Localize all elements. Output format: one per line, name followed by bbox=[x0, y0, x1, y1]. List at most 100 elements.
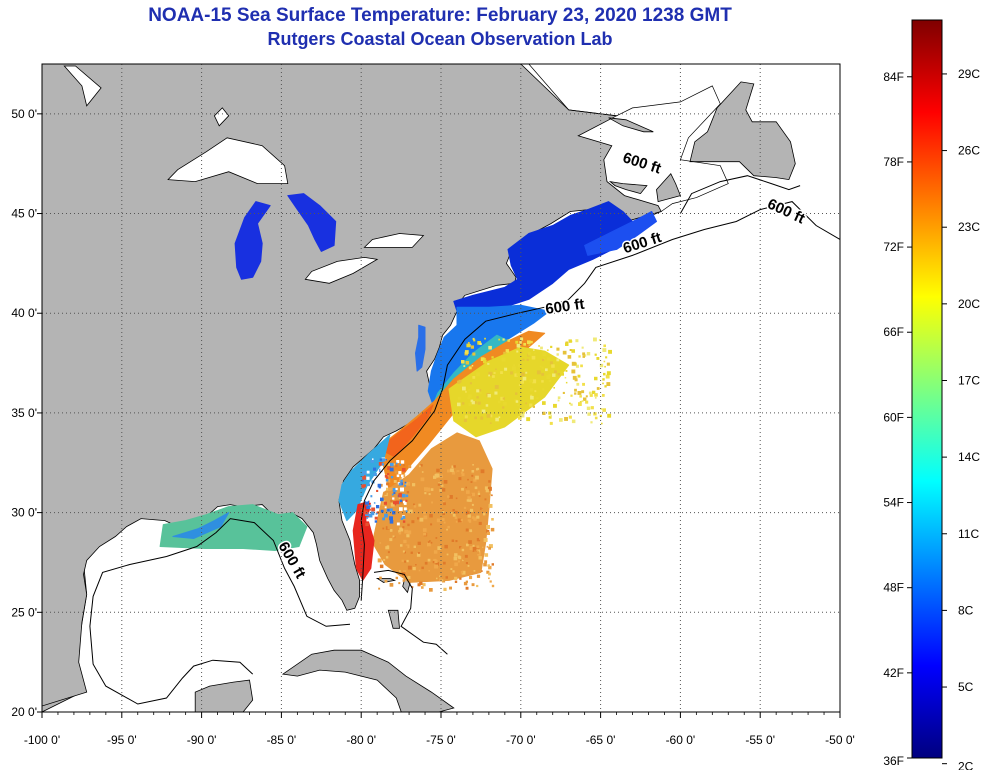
sst-pixel bbox=[603, 344, 606, 348]
axes-layer: -100 0' -95 0' -90 0' -85 0' -80 0' -75 0' -70… bbox=[11, 107, 854, 747]
sst-speckle-layer bbox=[361, 337, 612, 592]
sst-pixel bbox=[553, 403, 557, 408]
sst-pixel bbox=[404, 522, 407, 526]
sst-pixel bbox=[473, 570, 476, 572]
sst-pixel bbox=[406, 491, 410, 494]
sst-pixel bbox=[468, 540, 472, 544]
sst-pixel bbox=[472, 550, 475, 552]
sst-pixel bbox=[389, 520, 394, 524]
sst-pixel bbox=[381, 502, 386, 507]
sst-pixel bbox=[572, 375, 577, 380]
sst-pixel bbox=[491, 563, 494, 566]
sst-pixel bbox=[467, 514, 471, 518]
sst-pixel bbox=[498, 416, 501, 419]
sst-pixel bbox=[371, 507, 376, 512]
sst-pixel bbox=[460, 571, 464, 574]
sst-pixel bbox=[364, 510, 368, 515]
sst-pixel bbox=[468, 402, 472, 406]
sst-pixel bbox=[465, 486, 467, 489]
sst-pixel bbox=[486, 529, 490, 533]
sst-pixel bbox=[389, 467, 394, 472]
sst-pixel bbox=[473, 339, 476, 342]
sst-pixel bbox=[405, 510, 408, 513]
sst-pixel bbox=[588, 391, 592, 395]
sst-pixel bbox=[390, 499, 393, 503]
sst-pixel bbox=[452, 570, 455, 573]
sst-pixel bbox=[514, 373, 518, 377]
map-subtitle: Rutgers Coastal Ocean Observation Lab bbox=[267, 29, 613, 49]
sst-pixel bbox=[419, 517, 424, 522]
sst-pixel bbox=[429, 588, 433, 592]
sst-pixel bbox=[461, 548, 465, 552]
sst-pixel bbox=[436, 518, 441, 523]
sst-pixel bbox=[421, 488, 424, 491]
sst-pixel bbox=[605, 356, 608, 359]
sst-pixel bbox=[377, 558, 382, 563]
sst-pixel bbox=[495, 417, 499, 422]
sst-pixel bbox=[519, 411, 522, 415]
sst-pixel bbox=[365, 499, 368, 502]
sst-pixel bbox=[602, 382, 604, 385]
sst-pixel bbox=[469, 546, 474, 551]
sst-pixel bbox=[480, 547, 484, 552]
sst-pixel bbox=[421, 471, 424, 473]
colorbar-labels: 36F 42F 48F 54F 60F 66F 72F 78F 84F 2C 5C 8C 11C 14C 1… bbox=[883, 67, 980, 770]
sst-pixel bbox=[575, 364, 579, 368]
sst-gulf-stream-orange bbox=[378, 330, 546, 494]
sst-pixel bbox=[361, 479, 364, 482]
sst-pixel bbox=[432, 561, 435, 564]
lat-tick-label: 35 0' bbox=[11, 406, 37, 420]
sst-pixel bbox=[542, 388, 545, 391]
sst-pixel bbox=[447, 469, 450, 473]
sst-pixel bbox=[571, 349, 575, 353]
sst-pixel bbox=[472, 376, 476, 379]
sst-pixel bbox=[541, 380, 544, 383]
sst-pixel bbox=[515, 340, 519, 344]
sst-pixel bbox=[486, 545, 489, 548]
sst-pixel bbox=[480, 357, 485, 361]
sst-pixel bbox=[459, 546, 462, 549]
sst-pixel bbox=[425, 520, 429, 524]
sst-pixel bbox=[456, 470, 460, 474]
sst-pixel bbox=[498, 400, 501, 404]
sst-pixel bbox=[606, 371, 611, 376]
sst-pixel bbox=[373, 467, 377, 471]
sst-pixel bbox=[452, 513, 456, 517]
sst-pixel bbox=[594, 393, 598, 397]
sst-pixel bbox=[413, 545, 416, 548]
sst-pixel bbox=[387, 473, 390, 476]
sst-pixel bbox=[476, 584, 479, 588]
sst-pixel bbox=[479, 531, 484, 536]
sst-pixel bbox=[373, 473, 377, 477]
sst-pixel bbox=[376, 505, 380, 509]
sst-pixel bbox=[390, 462, 394, 467]
sst-pixel bbox=[453, 536, 456, 539]
colorbar-f-label: 54F bbox=[883, 496, 904, 510]
colorbar-f-label: 42F bbox=[883, 666, 904, 680]
colorbar-c-label: 23C bbox=[958, 220, 980, 234]
sst-pixel bbox=[520, 413, 525, 418]
sst-pixel bbox=[570, 403, 573, 406]
sst-pixel bbox=[461, 360, 465, 364]
sst-pixel bbox=[487, 360, 490, 364]
isobath-laurentian bbox=[679, 175, 801, 214]
sst-pixel bbox=[473, 401, 477, 404]
sst-pixel bbox=[415, 564, 417, 566]
sst-pixel bbox=[407, 530, 412, 535]
sst-pixel bbox=[457, 555, 461, 559]
sst-pixel bbox=[500, 396, 504, 401]
sst-pixel bbox=[525, 371, 528, 374]
sst-pixel bbox=[403, 502, 407, 505]
lake-ontario bbox=[363, 233, 425, 248]
sst-pixel bbox=[598, 339, 601, 341]
sst-pixel bbox=[472, 546, 477, 551]
sst-pixel bbox=[391, 493, 394, 496]
sst-pixel bbox=[427, 558, 431, 562]
sst-pixel bbox=[547, 357, 551, 361]
sst-pixel bbox=[589, 393, 593, 397]
sst-pixel bbox=[379, 542, 382, 544]
sst-pixel bbox=[467, 396, 471, 400]
sst-pixel bbox=[467, 496, 471, 500]
sst-pixel bbox=[459, 577, 462, 580]
sst-pixel bbox=[472, 337, 475, 340]
